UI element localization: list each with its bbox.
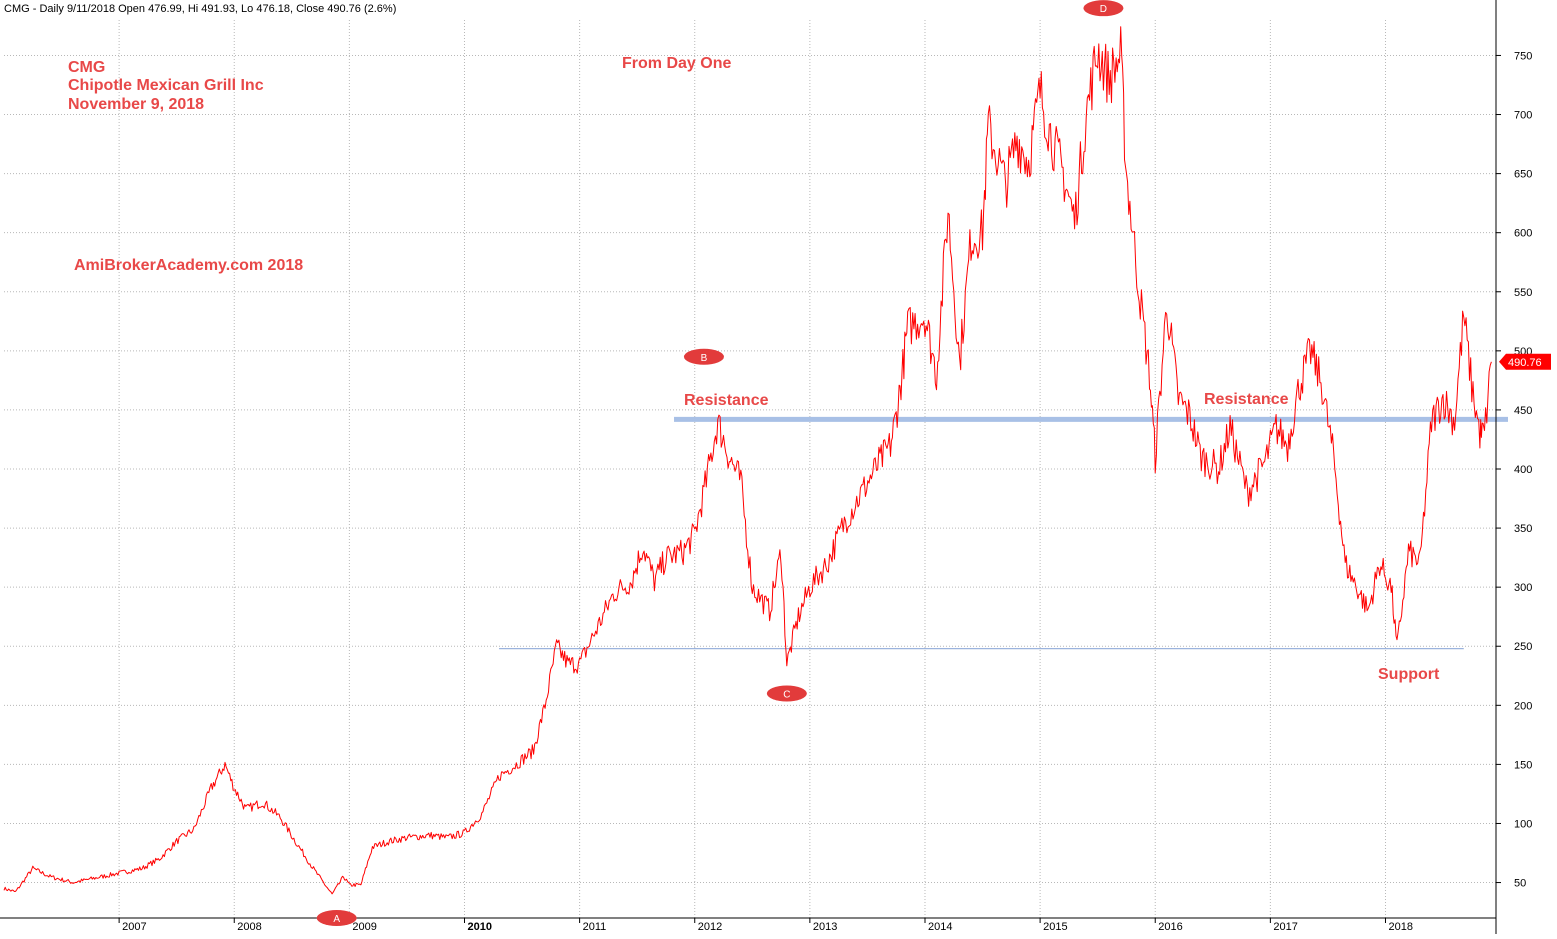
x-tick-label: 2007 <box>122 921 146 933</box>
pivot-marker-a <box>316 910 357 926</box>
price-line <box>3 26 1492 895</box>
pivot-marker-c <box>766 685 807 702</box>
y-tick-label: 700 <box>1514 110 1532 122</box>
title-date: November 9, 2018 <box>68 96 204 113</box>
y-tick-label: 100 <box>1514 818 1532 830</box>
y-tick-label: 150 <box>1514 759 1532 771</box>
chart-header: CMG - Daily 9/11/2018 Open 476.99, Hi 49… <box>4 3 396 15</box>
y-tick-label: 600 <box>1514 228 1532 240</box>
x-tick-label: 2009 <box>352 921 376 933</box>
x-tick-label: 2016 <box>1158 921 1182 933</box>
x-tick-label: 2014 <box>928 921 952 933</box>
marker-layer: A B C D <box>316 0 1124 926</box>
support-label: Support <box>1378 666 1440 683</box>
x-tick-label: 2013 <box>813 921 837 933</box>
pivot-marker-label: C <box>783 690 790 701</box>
y-tick-label: 300 <box>1514 582 1532 594</box>
from-day-one-note: From Day One <box>622 55 731 72</box>
y-tick-label: 200 <box>1514 700 1532 712</box>
x-tick-label: 2017 <box>1273 921 1297 933</box>
resistance-left-label: Resistance <box>684 392 769 409</box>
y-tick-label: 250 <box>1514 641 1532 653</box>
x-tick-label: 2011 <box>583 921 607 933</box>
pivot-marker-label: D <box>1100 4 1107 15</box>
x-tick-label: 2015 <box>1043 921 1067 933</box>
pivot-marker-label: B <box>701 353 708 364</box>
pivot-marker-b <box>683 348 724 365</box>
last-price-tag <box>1499 353 1551 370</box>
title-ticker: CMG <box>68 59 105 76</box>
grid-layer <box>4 20 1496 918</box>
y-tick-label: 650 <box>1514 169 1532 181</box>
resistance-right-label: Resistance <box>1204 391 1289 408</box>
x-tick-label: 2018 <box>1388 921 1412 933</box>
watermark-text: AmiBrokerAcademy.com 2018 <box>74 257 303 274</box>
pivot-marker-label: A <box>333 914 340 925</box>
series-layer <box>3 26 1492 895</box>
y-tick-label: 350 <box>1514 523 1532 535</box>
x-tick-label: 2010 <box>467 921 491 933</box>
level-lines <box>499 416 1508 650</box>
y-tick-label: 450 <box>1514 405 1532 417</box>
y-tick-label: 750 <box>1514 50 1532 62</box>
x-tick-label: 2012 <box>698 921 722 933</box>
last-price-label: 490.76 <box>1508 357 1542 369</box>
y-tick-label: 50 <box>1514 878 1526 890</box>
pivot-marker-d <box>1083 0 1124 17</box>
y-tick-label: 400 <box>1514 464 1532 476</box>
x-tick-label: 2008 <box>237 921 261 933</box>
y-tick-label: 550 <box>1514 287 1532 299</box>
title-company: Chipotle Mexican Grill Inc <box>68 77 264 94</box>
